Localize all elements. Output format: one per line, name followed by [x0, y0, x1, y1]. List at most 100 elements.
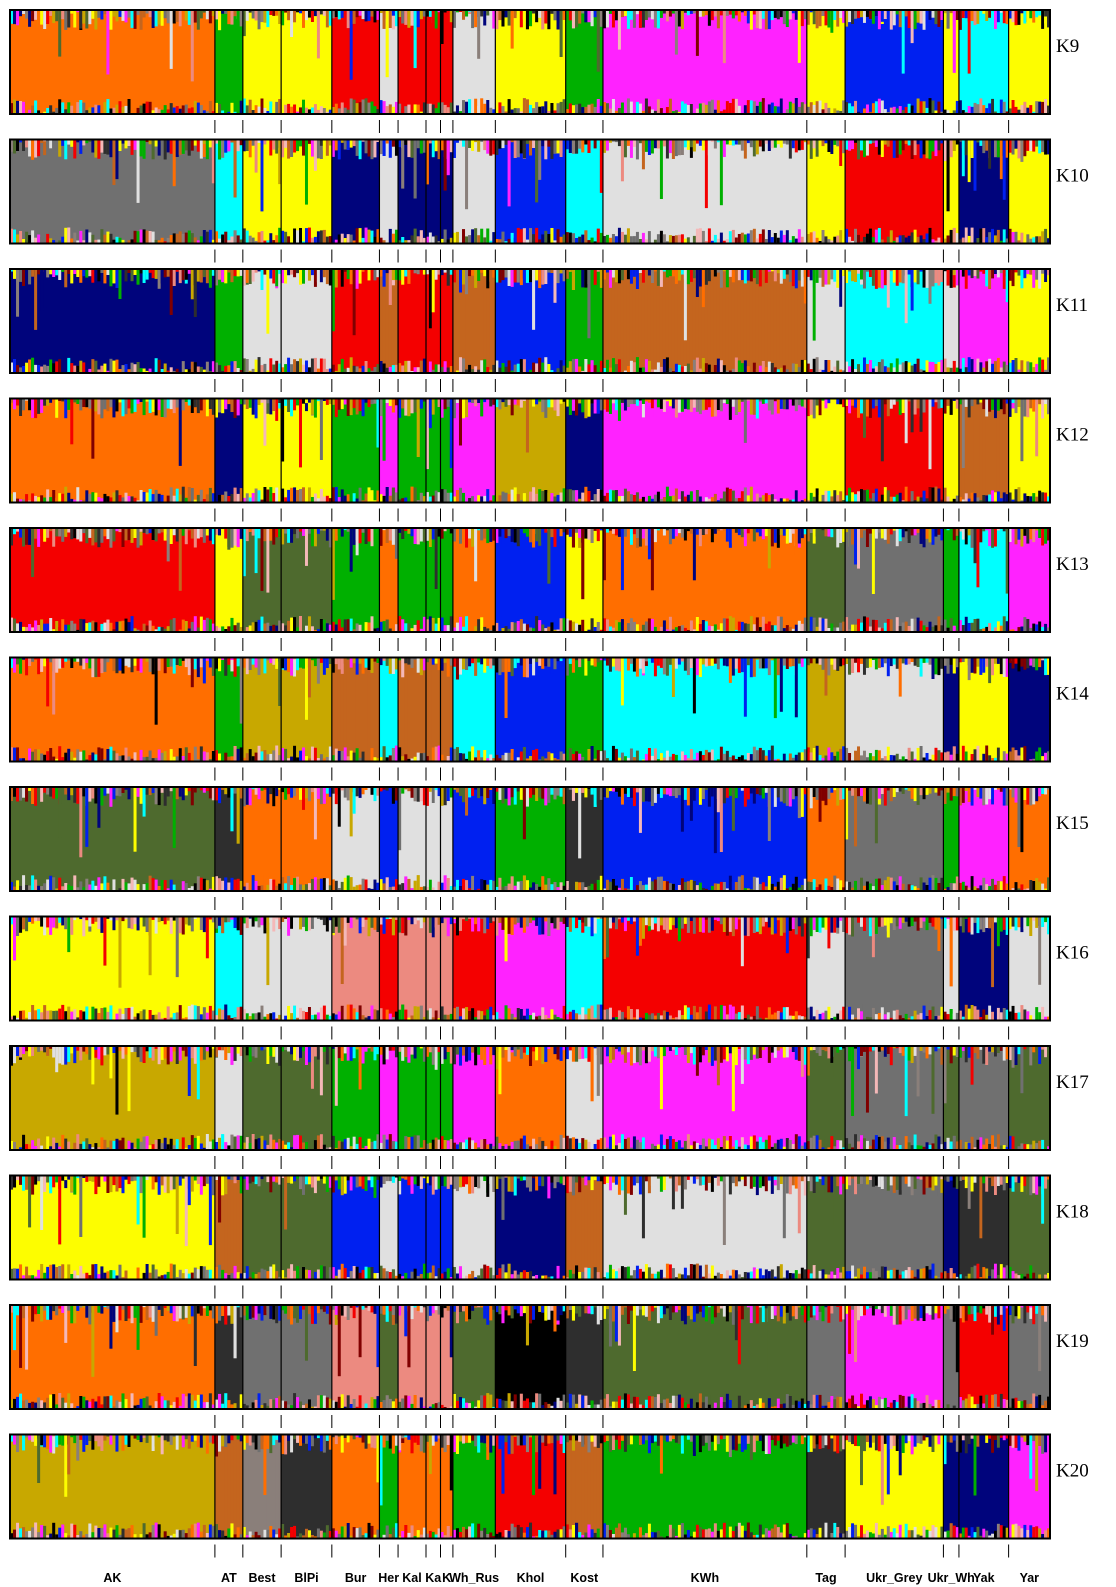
cluster-segment [812, 10, 817, 25]
cluster-segment [916, 98, 921, 114]
cluster-segment [251, 10, 256, 19]
individual-bar [996, 10, 1001, 114]
individual-bar [916, 10, 921, 114]
individual-bar [821, 139, 826, 244]
individual-bar [190, 10, 195, 114]
cluster-segment [1005, 10, 1010, 25]
cluster-segment [656, 10, 661, 114]
cluster-segment [196, 102, 201, 114]
cluster-segment [73, 100, 77, 114]
cluster-segment [230, 10, 235, 25]
cluster-segment [982, 105, 986, 114]
individual-bar [614, 10, 619, 114]
cluster-segment [401, 10, 405, 114]
cluster-segment [689, 10, 694, 114]
cluster-segment [836, 110, 840, 114]
individual-bar [37, 139, 41, 244]
cluster-segment [910, 10, 915, 44]
cluster-segment [976, 139, 980, 244]
individual-bar [815, 139, 820, 244]
cluster-segment [269, 10, 273, 114]
individual-bar [55, 139, 59, 244]
cluster-segment [614, 236, 619, 244]
cluster-segment [208, 101, 213, 114]
cluster-segment [773, 139, 778, 244]
cluster-segment [614, 139, 619, 244]
cluster-segment [401, 237, 405, 244]
cluster-segment [821, 139, 826, 244]
individual-bar [434, 10, 439, 114]
cluster-segment [824, 236, 829, 244]
cluster-segment [611, 10, 616, 28]
individual-bar [653, 10, 658, 114]
cluster-segment [91, 234, 95, 244]
cluster-segment [299, 107, 303, 114]
cluster-segment [299, 228, 303, 244]
cluster-segment [955, 10, 960, 20]
cluster-segment [202, 230, 207, 244]
cluster-segment [791, 10, 796, 114]
individual-bar [477, 10, 481, 114]
cluster-segment [794, 10, 799, 114]
cluster-segment [187, 230, 192, 244]
individual-bar [416, 10, 421, 114]
cluster-segment [211, 111, 216, 114]
individual-bar [611, 139, 616, 244]
cluster-segment [982, 139, 986, 154]
cluster-segment [242, 98, 247, 114]
cluster-segment [833, 10, 837, 114]
cluster-segment [239, 100, 244, 114]
individual-bar [266, 10, 270, 114]
individual-bar [458, 139, 463, 244]
individual-bar [773, 139, 778, 244]
individual-bar [562, 139, 567, 244]
cluster-segment [653, 110, 658, 114]
cluster-segment [145, 10, 150, 14]
cluster-segment [886, 139, 891, 244]
cluster-segment [76, 139, 80, 143]
individual-bar [85, 139, 89, 244]
individual-bar [471, 10, 475, 114]
cluster-segment [653, 139, 658, 244]
cluster-segment [641, 139, 646, 244]
cluster-segment [16, 365, 20, 373]
cluster-segment [118, 101, 123, 114]
cluster-segment [743, 234, 748, 244]
cluster-segment [275, 139, 279, 154]
cluster-segment [815, 10, 820, 29]
cluster-segment [578, 139, 582, 244]
individual-bar [608, 139, 613, 244]
individual-bar [221, 139, 225, 244]
cluster-segment [1023, 139, 1027, 244]
cluster-segment [434, 139, 439, 244]
cluster-segment [782, 98, 787, 114]
cluster-segment [952, 139, 957, 151]
cluster-segment [1032, 111, 1036, 114]
cluster-segment [184, 104, 189, 114]
individual-bar [22, 269, 26, 373]
individual-bar [565, 10, 570, 114]
cluster-segment [328, 139, 333, 244]
cluster-segment [272, 139, 276, 244]
cluster-segment [181, 139, 186, 154]
cluster-segment [764, 102, 769, 114]
cluster-segment [871, 10, 876, 114]
cluster-segment [391, 139, 396, 147]
cluster-segment [52, 139, 56, 244]
cluster-segment [1005, 139, 1010, 158]
cluster-segment [746, 139, 751, 144]
cluster-segment [278, 10, 282, 24]
cluster-segment [1017, 10, 1022, 25]
cluster-segment [79, 100, 83, 114]
cluster-segment [584, 230, 589, 244]
cluster-segment [1014, 106, 1019, 114]
cluster-segment [124, 10, 129, 114]
cluster-segment [127, 139, 132, 244]
cluster-segment [313, 236, 318, 244]
cluster-segment [208, 10, 213, 24]
cluster-segment [322, 108, 327, 114]
cluster-segment [199, 236, 204, 244]
cluster-segment [142, 10, 147, 18]
individual-bar [740, 139, 745, 244]
cluster-segment [480, 10, 484, 114]
